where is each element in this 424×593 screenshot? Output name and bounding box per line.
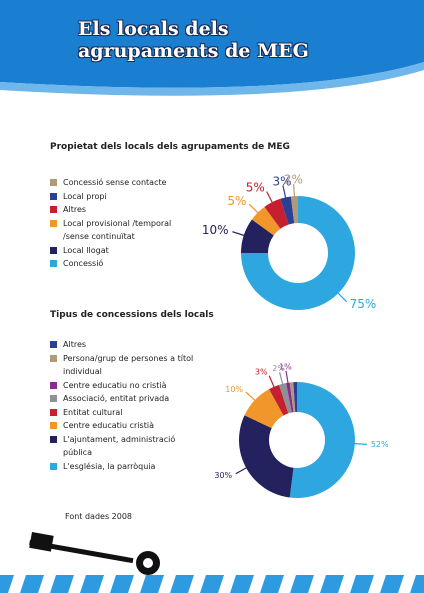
leader-line: [279, 372, 284, 386]
legend-label: Local provisional /temporal /sense conti…: [63, 218, 172, 242]
donut-slice: [279, 383, 292, 414]
data-label: 10%: [202, 223, 229, 237]
legend-item: L'ajuntament, administració pública: [50, 433, 195, 460]
legend-swatch: [50, 395, 57, 402]
leader-line: [232, 231, 246, 237]
bottom-stripes: [0, 575, 424, 593]
donut-slice: [286, 382, 294, 413]
data-label: 2%: [272, 364, 285, 373]
leader-line: [282, 185, 287, 200]
leader-line: [248, 203, 260, 215]
legend-label: Local llogat: [63, 245, 109, 255]
legend-swatch: [50, 354, 57, 362]
header-wave: [0, 62, 424, 96]
donut-slice: [241, 219, 274, 253]
legend-item: Entitat cultural: [50, 406, 195, 420]
data-label: 1%: [279, 362, 292, 371]
page-title: Els locals dels: [78, 18, 229, 40]
legend-item: Altres: [50, 338, 195, 352]
data-label: 75%: [350, 297, 377, 311]
legend-item: Concessió: [50, 257, 195, 271]
donut-slice: [290, 196, 298, 224]
donut-slice: [239, 415, 294, 498]
data-label: 3%: [273, 174, 292, 188]
donut-slice: [289, 382, 356, 499]
legend-swatch: [50, 219, 57, 227]
legend-swatch: [50, 260, 57, 267]
data-label: 2%: [284, 173, 303, 187]
leader-line: [336, 291, 348, 303]
legend-item: Persona/grup de persones a títol individ…: [50, 352, 195, 379]
leader-line: [245, 391, 257, 403]
chart-title: Propietat dels locals dels agrupaments d…: [50, 142, 290, 152]
legend: Altres Persona/grup de persones a títol i…: [50, 338, 195, 473]
legend-label: Altres: [63, 340, 87, 349]
chart-title: Tipus de concessions dels locals: [50, 310, 214, 320]
legend-swatch: [50, 192, 57, 200]
legend-swatch: [50, 381, 57, 389]
donut-slice: [264, 198, 289, 229]
page-title: agrupaments de MEG: [78, 40, 309, 62]
legend-label: Persona/grup de persones a títol individ…: [63, 353, 194, 377]
legend-item: Altres: [50, 203, 195, 217]
legend-swatch: [50, 422, 57, 429]
legend-label: L'ajuntament, administració pública: [63, 434, 176, 458]
data-label: 52%: [371, 440, 389, 449]
header-band: [0, 0, 424, 88]
legend-label: Entitat cultural: [63, 407, 123, 417]
data-label: 5%: [227, 194, 246, 208]
legend-item: Local propi: [50, 190, 195, 204]
data-label: 10%: [225, 385, 243, 394]
legend-item: L'església, la parròquia: [50, 460, 195, 474]
legend-label: Associació, entitat privada: [63, 394, 170, 403]
donut-slice: [289, 382, 296, 413]
legend-item: Centre educatiu no cristià: [50, 379, 195, 393]
data-label: 30%: [214, 471, 232, 480]
data-label: 5%: [246, 180, 265, 194]
donut-slice: [280, 196, 295, 225]
legend-swatch: [50, 408, 57, 416]
leader-line: [352, 442, 367, 445]
leader-line: [293, 184, 296, 199]
legend-swatch: [50, 435, 57, 443]
source: Font dades 2008: [65, 512, 133, 521]
donut-slice: [293, 382, 297, 413]
legend-label: Local propi: [63, 191, 107, 201]
key-icon: [29, 531, 160, 575]
legend-swatch: [50, 462, 57, 470]
legend-swatch: [50, 341, 57, 348]
legend-label: Concessió: [63, 259, 104, 268]
legend-item: Concessió sense contacte: [50, 176, 195, 190]
legend-label: Altres: [63, 205, 87, 214]
legend-swatch: [50, 206, 57, 213]
legend-swatch: [50, 179, 57, 186]
legend-label: L'església, la parròquia: [63, 461, 156, 471]
legend: Concessió sense contacte Local propi Altre…: [50, 176, 195, 271]
leader-line: [235, 466, 249, 475]
legend-item: Local provisional /temporal /sense conti…: [50, 217, 195, 244]
data-label: 3%: [255, 368, 268, 377]
legend-label: Centre educatiu cristià: [63, 421, 154, 430]
donut-slice: [269, 384, 289, 416]
leader-line: [268, 375, 276, 389]
legend-item: Local llogat: [50, 244, 195, 258]
legend-swatch: [50, 246, 57, 254]
leader-line: [266, 191, 274, 205]
legend-item: Associació, entitat privada: [50, 392, 195, 406]
legend-item: Centre educatiu cristià: [50, 419, 195, 433]
donut-slice: [244, 389, 284, 429]
legend-label: Centre educatiu no cristià: [63, 380, 167, 390]
legend-label: Concessió sense contacte: [63, 178, 167, 187]
donut-slice: [241, 196, 355, 310]
leader-line: [285, 370, 289, 385]
